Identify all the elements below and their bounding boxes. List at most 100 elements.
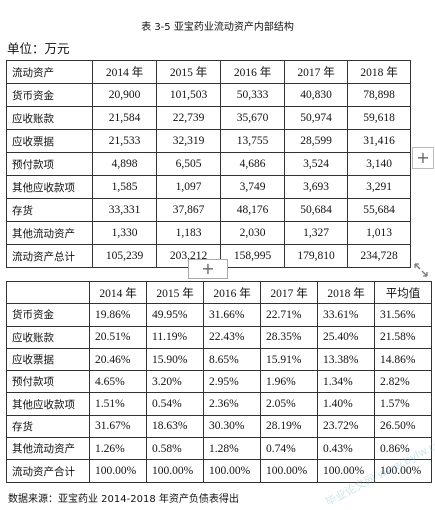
- table-cell: 20.46%: [89, 347, 147, 372]
- table-cell: 11.19%: [146, 325, 204, 349]
- table-row: 预付款项 4.65% 3.20% 2.95% 1.96% 1.34% 2.82%: [6, 370, 432, 394]
- data-source-note: 数据来源：亚宝药业 2014-2018 年资产负债表得出: [8, 494, 239, 505]
- column-header: 2017 年: [260, 280, 318, 305]
- table-cell: 4.65%: [89, 370, 147, 394]
- table-cell: 1,097: [156, 175, 221, 199]
- resize-handle-icon[interactable]: [413, 262, 429, 278]
- table-cell: 15.91%: [260, 347, 318, 372]
- column-header: [6, 280, 90, 305]
- table-cell: 20,900: [92, 83, 157, 107]
- table-cell: 2.36%: [203, 392, 261, 416]
- table-cell: 78,898: [347, 83, 411, 107]
- row-label: 应收账款: [6, 325, 90, 349]
- table-cell: 1,013: [347, 221, 411, 245]
- table-cell: 18.63%: [146, 414, 204, 439]
- table-cell: 105,239: [92, 244, 157, 268]
- table-row: 应收账款 21,584 22,739 35,670 50,974 59,618: [6, 106, 411, 130]
- table-caption: 表 3-5 亚宝药业流动资产内部结构: [141, 22, 294, 33]
- row-label: 流动资产合计: [6, 459, 90, 483]
- column-header: 2017 年: [284, 60, 348, 84]
- row-label: 预付款项: [6, 152, 93, 176]
- table-row: 应收票据 20.46% 15.90% 8.65% 15.91% 13.38% 14.86%: [6, 347, 432, 372]
- row-label: 货币资金: [6, 303, 90, 327]
- table-cell: 100.00%: [146, 459, 204, 483]
- table-cell: 1.26%: [89, 437, 147, 461]
- header-row: 流动资产 2014 年 2015 年 2016 年 2017 年 2018 年: [6, 60, 411, 84]
- table-cell: 32,319: [156, 129, 221, 153]
- table-cell: 28.35%: [260, 325, 318, 349]
- table-cell: 19.86%: [89, 303, 147, 327]
- table-cell: 3,749: [220, 175, 285, 199]
- table-cell: 1,330: [92, 221, 157, 245]
- table-cell: 4,686: [220, 152, 285, 176]
- table-cell: 26.50%: [374, 414, 432, 439]
- table-cell: 0.58%: [146, 437, 204, 461]
- row-label: 预付款项: [6, 370, 90, 394]
- table-cell: 55,684: [347, 198, 411, 222]
- table-row: 预付款项 4,898 6,505 4,686 3,524 3,140: [6, 152, 411, 176]
- column-header: 2016 年: [220, 60, 285, 84]
- table-cell: 37,867: [156, 198, 221, 222]
- add-column-button[interactable]: +: [412, 147, 434, 169]
- table-cell: 33.61%: [317, 303, 375, 327]
- table-row: 其他应收款项 1.51% 0.54% 2.36% 2.05% 1.40% 1.57%: [6, 392, 432, 416]
- table-cell: 23.72%: [317, 414, 375, 439]
- column-header: 平均值: [374, 280, 432, 305]
- table-cell: 6,505: [156, 152, 221, 176]
- table-cell: 31.56%: [374, 303, 432, 327]
- table-cell: 3,291: [347, 175, 411, 199]
- table-cell: 158,995: [220, 244, 285, 268]
- table-cell: 1.40%: [317, 392, 375, 416]
- column-header: 2016 年: [203, 280, 261, 305]
- table-cell: 50,684: [284, 198, 348, 222]
- table-cell: 33,331: [92, 198, 157, 222]
- table-cell: 40,830: [284, 83, 348, 107]
- table-row: 存货 31.67% 18.63% 30.30% 28.19% 23.72% 26.50%: [6, 414, 432, 439]
- row-label: 应收账款: [6, 106, 93, 130]
- row-label: 存货: [6, 414, 90, 439]
- row-label: 其他流动资产: [6, 221, 93, 245]
- table-cell: 22,739: [156, 106, 221, 130]
- row-label: 应收票据: [6, 129, 93, 153]
- table-cell: 3,693: [284, 175, 348, 199]
- row-label: 流动资产总计: [6, 244, 93, 268]
- table-cell: 1.57%: [374, 392, 432, 416]
- column-header: 2018 年: [347, 60, 411, 84]
- table-cell: 100.00%: [317, 459, 375, 483]
- table-cell: 1,183: [156, 221, 221, 245]
- table-cell: 179,810: [284, 244, 348, 268]
- table-cell: 22.71%: [260, 303, 318, 327]
- table-cell: 30.30%: [203, 414, 261, 439]
- table-cell: 0.43%: [317, 437, 375, 461]
- row-label: 其他应收款项: [6, 175, 93, 199]
- table-row: 其他应收款项 1,585 1,097 3,749 3,693 3,291: [6, 175, 411, 199]
- row-label: 存货: [6, 198, 93, 222]
- table-cell: 1,585: [92, 175, 157, 199]
- column-header: 2014 年: [92, 60, 157, 84]
- column-header: 2018 年: [317, 280, 375, 305]
- column-header: 2015 年: [156, 60, 221, 84]
- table-cell: 25.40%: [317, 325, 375, 349]
- table-cell: 101,503: [156, 83, 221, 107]
- table-cell: 31,416: [347, 129, 411, 153]
- table-cell: 2.05%: [260, 392, 318, 416]
- table-row: 其他流动资产 1,330 1,183 2,030 1,327 1,013: [6, 221, 411, 245]
- add-row-button[interactable]: +: [188, 259, 228, 279]
- column-header: 流动资产: [6, 60, 93, 84]
- row-label: 货币资金: [6, 83, 93, 107]
- table-cell: 50,333: [220, 83, 285, 107]
- table-cell: 100.00%: [260, 459, 318, 483]
- table-cell: 35,670: [220, 106, 285, 130]
- table-row: 应收账款 20.51% 11.19% 22.43% 28.35% 25.40% 21.58%: [6, 325, 432, 349]
- table-cell: 20.51%: [89, 325, 147, 349]
- table-row: 货币资金 20,900 101,503 50,333 40,830 78,898: [6, 83, 411, 107]
- header-row: 2014 年 2015 年 2016 年 2017 年 2018 年平均值: [6, 280, 432, 305]
- table-cell: 1.96%: [260, 370, 318, 394]
- table-cell: 2.95%: [203, 370, 261, 394]
- row-label: 其他应收款项: [6, 392, 90, 416]
- table-cell: 28.19%: [260, 414, 318, 439]
- row-label: 其他流动资产: [6, 437, 90, 461]
- table-cell: 15.90%: [146, 347, 204, 372]
- row-label: 应收票据: [6, 347, 90, 372]
- table-row: 应收票据 21,533 32,319 13,755 28,599 31,416: [6, 129, 411, 153]
